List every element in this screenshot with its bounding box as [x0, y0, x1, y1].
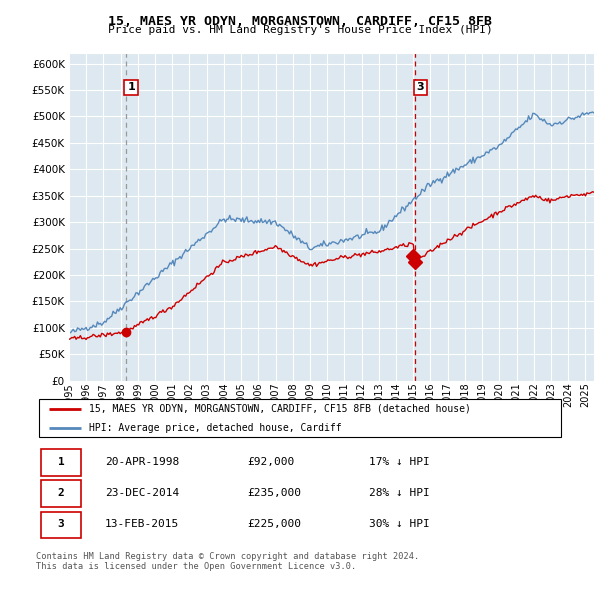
Text: Price paid vs. HM Land Registry's House Price Index (HPI): Price paid vs. HM Land Registry's House … [107, 25, 493, 35]
Text: 20-APR-1998: 20-APR-1998 [104, 457, 179, 467]
Text: 1: 1 [127, 83, 135, 93]
FancyBboxPatch shape [41, 512, 81, 538]
Text: 15, MAES YR ODYN, MORGANSTOWN, CARDIFF, CF15 8FB: 15, MAES YR ODYN, MORGANSTOWN, CARDIFF, … [108, 15, 492, 28]
Text: 13-FEB-2015: 13-FEB-2015 [104, 519, 179, 529]
Text: 28% ↓ HPI: 28% ↓ HPI [368, 488, 430, 498]
Text: Contains HM Land Registry data © Crown copyright and database right 2024.
This d: Contains HM Land Registry data © Crown c… [36, 552, 419, 571]
Text: 15, MAES YR ODYN, MORGANSTOWN, CARDIFF, CF15 8FB (detached house): 15, MAES YR ODYN, MORGANSTOWN, CARDIFF, … [89, 404, 470, 414]
Text: £92,000: £92,000 [247, 457, 295, 467]
Text: 17% ↓ HPI: 17% ↓ HPI [368, 457, 430, 467]
Text: 2: 2 [58, 488, 64, 498]
Text: 3: 3 [416, 83, 424, 93]
FancyBboxPatch shape [41, 450, 81, 476]
Text: 1: 1 [58, 457, 64, 467]
Text: 30% ↓ HPI: 30% ↓ HPI [368, 519, 430, 529]
Text: HPI: Average price, detached house, Cardiff: HPI: Average price, detached house, Card… [89, 423, 341, 433]
Text: £225,000: £225,000 [247, 519, 301, 529]
FancyBboxPatch shape [38, 399, 562, 437]
FancyBboxPatch shape [41, 480, 81, 507]
Text: £235,000: £235,000 [247, 488, 301, 498]
Text: 3: 3 [58, 519, 64, 529]
Text: 23-DEC-2014: 23-DEC-2014 [104, 488, 179, 498]
